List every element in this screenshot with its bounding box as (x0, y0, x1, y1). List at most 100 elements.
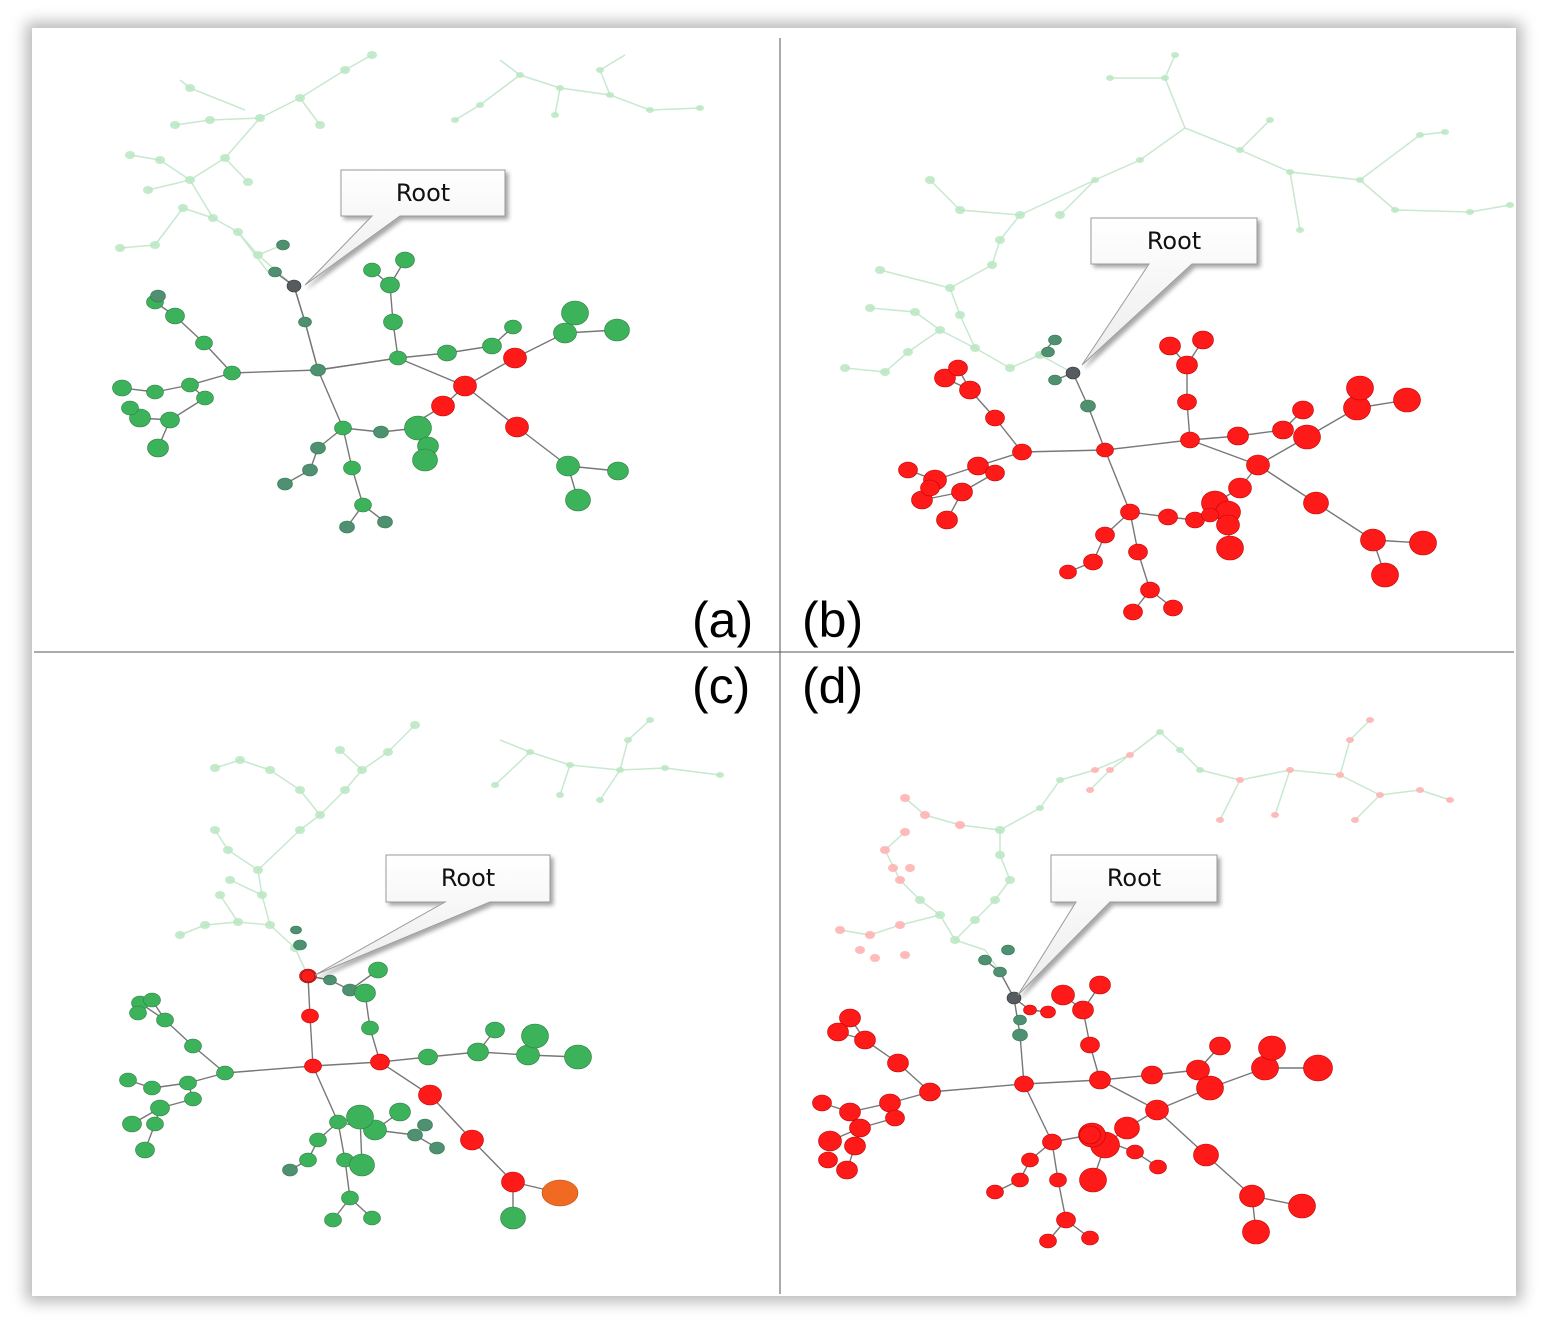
green-node (482, 337, 502, 355)
faint-node (451, 117, 459, 123)
faint-edge (1009, 354, 1041, 369)
faint-edge (182, 207, 214, 219)
faint-node (990, 896, 1000, 904)
green-node (607, 461, 629, 481)
faint-node (646, 107, 654, 113)
faint-edge (939, 329, 976, 349)
faint-node (995, 236, 1005, 244)
green-node (309, 1132, 327, 1148)
faint-edge (1219, 779, 1241, 821)
red-node (1128, 543, 1148, 561)
panel-c (119, 717, 724, 1230)
faint-edge (1059, 179, 1096, 216)
faint-edge (1039, 779, 1061, 809)
faint-node (315, 121, 325, 129)
green-node (418, 1048, 438, 1066)
highlight-edge (304, 321, 319, 371)
faint-edge (229, 879, 263, 896)
root-callout-b (1081, 217, 1258, 366)
red-node (1126, 1144, 1144, 1160)
faint-edge (907, 329, 941, 353)
green-node (223, 365, 241, 381)
highlight-edge (929, 1083, 1025, 1093)
faint-node (606, 92, 614, 98)
faint-edge (1289, 769, 1341, 776)
faint-edge (839, 929, 871, 936)
green-node (556, 455, 580, 477)
faint-red-node (1086, 787, 1094, 793)
green-node (377, 515, 393, 529)
faint-edge (954, 919, 976, 941)
faint-edge (884, 351, 909, 373)
faint-edge (1289, 171, 1301, 231)
faint-node (995, 826, 1005, 834)
green-node (184, 1038, 202, 1054)
red-node (1239, 1184, 1265, 1208)
green-node (276, 239, 290, 251)
green-node (150, 289, 166, 303)
green-node (181, 377, 199, 393)
faint-edge (1379, 789, 1421, 796)
green-node (1012, 1028, 1028, 1042)
faint-node (1176, 747, 1184, 753)
faint-node (476, 102, 484, 108)
faint-edge (999, 807, 1041, 831)
faint-edge (299, 97, 321, 126)
green-node (150, 1099, 170, 1117)
green-node (1013, 1014, 1027, 1026)
faint-node (903, 348, 913, 356)
red-node (1201, 507, 1219, 523)
red-node (1089, 1070, 1111, 1090)
faint-red-node (1346, 737, 1354, 743)
faint-node (1416, 132, 1424, 138)
tree-edge (1087, 405, 1106, 451)
red-node (1196, 1075, 1224, 1101)
red-node (986, 1184, 1004, 1200)
faint-node (208, 214, 218, 222)
faint-red-node (955, 821, 965, 829)
faint-node (646, 717, 654, 723)
faint-edge (1159, 731, 1181, 751)
faint-edge (494, 751, 531, 786)
red-node (1123, 603, 1143, 621)
green-node (380, 276, 400, 294)
faint-node (516, 72, 524, 78)
faint-edge (147, 179, 191, 191)
faint-edge (499, 59, 521, 76)
faint-edge (949, 264, 993, 289)
green-node (561, 300, 589, 326)
green-node (339, 520, 355, 534)
faint-edge (224, 117, 261, 159)
green-node (346, 1104, 374, 1130)
green-node (122, 1115, 142, 1133)
faint-node (335, 746, 345, 754)
highlight-edge (1021, 449, 1106, 453)
faint-node (945, 284, 955, 292)
highlight-edge (1023, 1083, 1053, 1143)
root-callout-text-b: Root (1147, 227, 1201, 255)
green-node (184, 1091, 202, 1107)
root-callout-a (304, 169, 506, 286)
faint-node (185, 176, 195, 184)
faint-node (1296, 227, 1304, 233)
green-node (354, 497, 372, 513)
faint-red-node (835, 926, 845, 934)
faint-node (596, 67, 604, 73)
red-node (1177, 393, 1197, 411)
red-node (1409, 530, 1437, 556)
faint-edge (1059, 769, 1096, 781)
faint-edge (959, 314, 976, 349)
faint-node (624, 737, 632, 743)
faint-edge (269, 769, 301, 791)
green-node (146, 384, 164, 400)
faint-red-node (1351, 817, 1359, 823)
highlight-edge (1104, 449, 1131, 513)
red-node (836, 1160, 858, 1180)
faint-node (880, 368, 890, 376)
tree-edge (231, 369, 319, 374)
faint-node (143, 186, 153, 194)
green-node (1048, 374, 1062, 386)
red-node (1023, 1004, 1037, 1016)
green-node (277, 477, 293, 491)
faint-edge (499, 739, 531, 753)
